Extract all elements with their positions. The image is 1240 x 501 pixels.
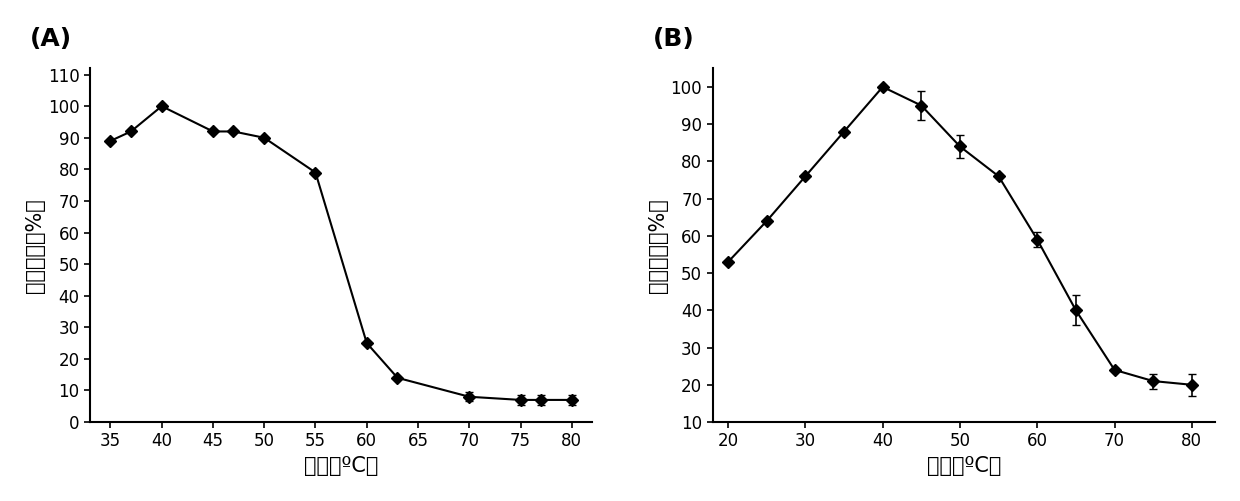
- Text: (A): (A): [30, 27, 72, 51]
- Y-axis label: 相对酶活（%）: 相对酶活（%）: [25, 198, 45, 293]
- X-axis label: 温度（ºC）: 温度（ºC）: [304, 456, 378, 476]
- X-axis label: 温度（ºC）: 温度（ºC）: [926, 456, 1001, 476]
- Y-axis label: 相对酶活（%）: 相对酶活（%）: [647, 198, 668, 293]
- Text: (B): (B): [652, 27, 694, 51]
